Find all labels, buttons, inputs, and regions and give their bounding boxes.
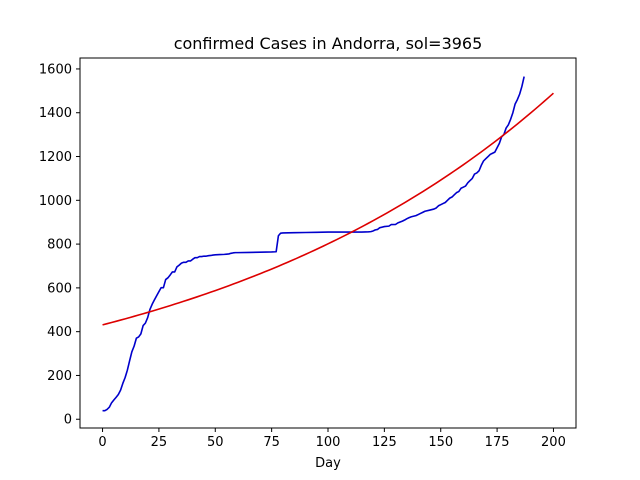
confirmed-cases-line <box>102 76 525 412</box>
x-tick-label: 200 <box>541 435 566 450</box>
x-tick-label: 125 <box>372 435 397 450</box>
y-tick-label: 1600 <box>39 62 72 77</box>
y-tick-label: 200 <box>47 369 72 384</box>
x-tick-label: 75 <box>263 435 280 450</box>
fitted-curve-line <box>102 92 554 326</box>
x-tick-label: 100 <box>316 435 341 450</box>
y-tick-label: 800 <box>47 238 72 253</box>
x-tick-label: 0 <box>98 435 106 450</box>
x-tick-label: 50 <box>207 435 224 450</box>
x-axis-label: Day <box>315 456 341 471</box>
x-tick-label: 25 <box>151 435 168 450</box>
series-layer <box>102 76 554 412</box>
chart-title: confirmed Cases in Andorra, sol=3965 <box>174 34 483 53</box>
y-tick-label: 1400 <box>39 106 72 121</box>
y-tick-label: 1200 <box>39 150 72 165</box>
x-tick-label: 175 <box>485 435 510 450</box>
y-axis-ticks: 0 200 400 600 800 1000 1200 1400 1600 <box>39 62 80 428</box>
y-tick-label: 0 <box>64 413 72 428</box>
axes-frame <box>79 57 577 429</box>
y-tick-label: 1000 <box>39 194 72 209</box>
x-tick-label: 150 <box>428 435 453 450</box>
y-tick-label: 600 <box>47 281 72 296</box>
x-axis-ticks: 0 25 50 75 100 125 150 175 200 <box>98 428 566 450</box>
y-tick-label: 400 <box>47 325 72 340</box>
